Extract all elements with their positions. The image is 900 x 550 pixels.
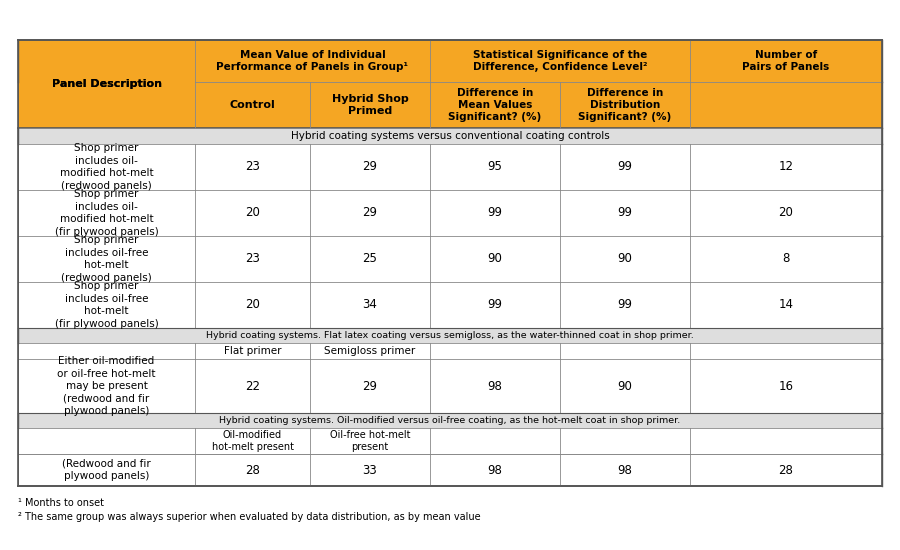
Text: 28: 28 xyxy=(778,464,794,476)
Text: 28: 28 xyxy=(245,464,260,476)
Text: 98: 98 xyxy=(488,464,502,476)
Bar xyxy=(18,40,195,128)
Text: 29: 29 xyxy=(363,379,377,393)
Bar xyxy=(18,343,882,359)
Text: 23: 23 xyxy=(245,161,260,173)
Bar xyxy=(18,413,882,428)
Text: 14: 14 xyxy=(778,299,794,311)
Text: 8: 8 xyxy=(782,252,789,266)
Bar xyxy=(18,428,882,454)
Bar xyxy=(18,359,882,413)
Text: 20: 20 xyxy=(245,299,260,311)
Text: 99: 99 xyxy=(617,299,633,311)
Text: 29: 29 xyxy=(363,161,377,173)
Text: 90: 90 xyxy=(617,379,633,393)
Bar xyxy=(18,82,882,128)
Text: Hybrid coating systems. Flat latex coating versus semigloss, as the water-thinne: Hybrid coating systems. Flat latex coati… xyxy=(206,331,694,340)
Text: 25: 25 xyxy=(363,252,377,266)
Bar xyxy=(18,40,882,82)
Text: 99: 99 xyxy=(488,299,502,311)
Bar xyxy=(18,190,882,236)
Text: Shop primer
includes oil-
modified hot-melt
(redwood panels): Shop primer includes oil- modified hot-m… xyxy=(59,144,153,191)
Text: 98: 98 xyxy=(488,379,502,393)
Text: Control: Control xyxy=(230,100,275,110)
Text: Statistical Significance of the
Difference, Confidence Level²: Statistical Significance of the Differen… xyxy=(472,50,647,72)
Text: 90: 90 xyxy=(617,252,633,266)
Text: 22: 22 xyxy=(245,379,260,393)
Text: Difference in
Mean Values
Significant? (%): Difference in Mean Values Significant? (… xyxy=(448,87,542,123)
Text: (Redwood and fir
plywood panels): (Redwood and fir plywood panels) xyxy=(62,459,151,481)
Text: Flat primer: Flat primer xyxy=(224,346,281,356)
Text: 12: 12 xyxy=(778,161,794,173)
Text: 34: 34 xyxy=(363,299,377,311)
Text: Semigloss primer: Semigloss primer xyxy=(324,346,416,356)
Text: Shop primer
includes oil-
modified hot-melt
(fir plywood panels): Shop primer includes oil- modified hot-m… xyxy=(55,189,158,236)
Text: Shop primer
includes oil-free
hot-melt
(redwood panels): Shop primer includes oil-free hot-melt (… xyxy=(61,235,152,283)
Text: 99: 99 xyxy=(617,161,633,173)
Text: Either oil-modified
or oil-free hot-melt
may be present
(redwood and fir
plywood: Either oil-modified or oil-free hot-melt… xyxy=(58,356,156,416)
Bar xyxy=(18,454,882,486)
Text: 90: 90 xyxy=(488,252,502,266)
Bar xyxy=(18,328,882,343)
Text: Panel Description: Panel Description xyxy=(51,79,161,89)
Text: 33: 33 xyxy=(363,464,377,476)
Text: 99: 99 xyxy=(488,206,502,219)
Text: Mean Value of Individual
Performance of Panels in Group¹: Mean Value of Individual Performance of … xyxy=(217,50,409,72)
Text: ² The same group was always superior when evaluated by data distribution, as by : ² The same group was always superior whe… xyxy=(18,512,481,522)
Bar xyxy=(18,282,882,328)
Text: Number of
Pairs of Panels: Number of Pairs of Panels xyxy=(742,50,830,72)
Text: 20: 20 xyxy=(778,206,794,219)
Text: Shop primer
includes oil-free
hot-melt
(fir plywood panels): Shop primer includes oil-free hot-melt (… xyxy=(55,282,158,328)
Text: Oil-modified
hot-melt present: Oil-modified hot-melt present xyxy=(212,430,293,452)
Text: 29: 29 xyxy=(363,206,377,219)
Text: 95: 95 xyxy=(488,161,502,173)
Text: 16: 16 xyxy=(778,379,794,393)
Text: ¹ Months to onset: ¹ Months to onset xyxy=(18,498,104,508)
Text: Oil-free hot-melt
present: Oil-free hot-melt present xyxy=(329,430,410,452)
Bar xyxy=(18,128,882,144)
Text: Hybrid Shop
Primed: Hybrid Shop Primed xyxy=(331,94,409,116)
Text: Panel Description: Panel Description xyxy=(51,79,161,89)
Text: Hybrid coating systems. Oil-modified versus oil-free coating, as the hot-melt co: Hybrid coating systems. Oil-modified ver… xyxy=(220,416,680,425)
Text: 98: 98 xyxy=(617,464,633,476)
Text: 20: 20 xyxy=(245,206,260,219)
Text: Difference in
Distribution
Significant? (%): Difference in Distribution Significant? … xyxy=(579,87,671,123)
Text: Hybrid coating systems versus conventional coating controls: Hybrid coating systems versus convention… xyxy=(291,131,609,141)
Text: 99: 99 xyxy=(617,206,633,219)
Bar xyxy=(18,236,882,282)
Bar xyxy=(18,144,882,190)
Text: 23: 23 xyxy=(245,252,260,266)
